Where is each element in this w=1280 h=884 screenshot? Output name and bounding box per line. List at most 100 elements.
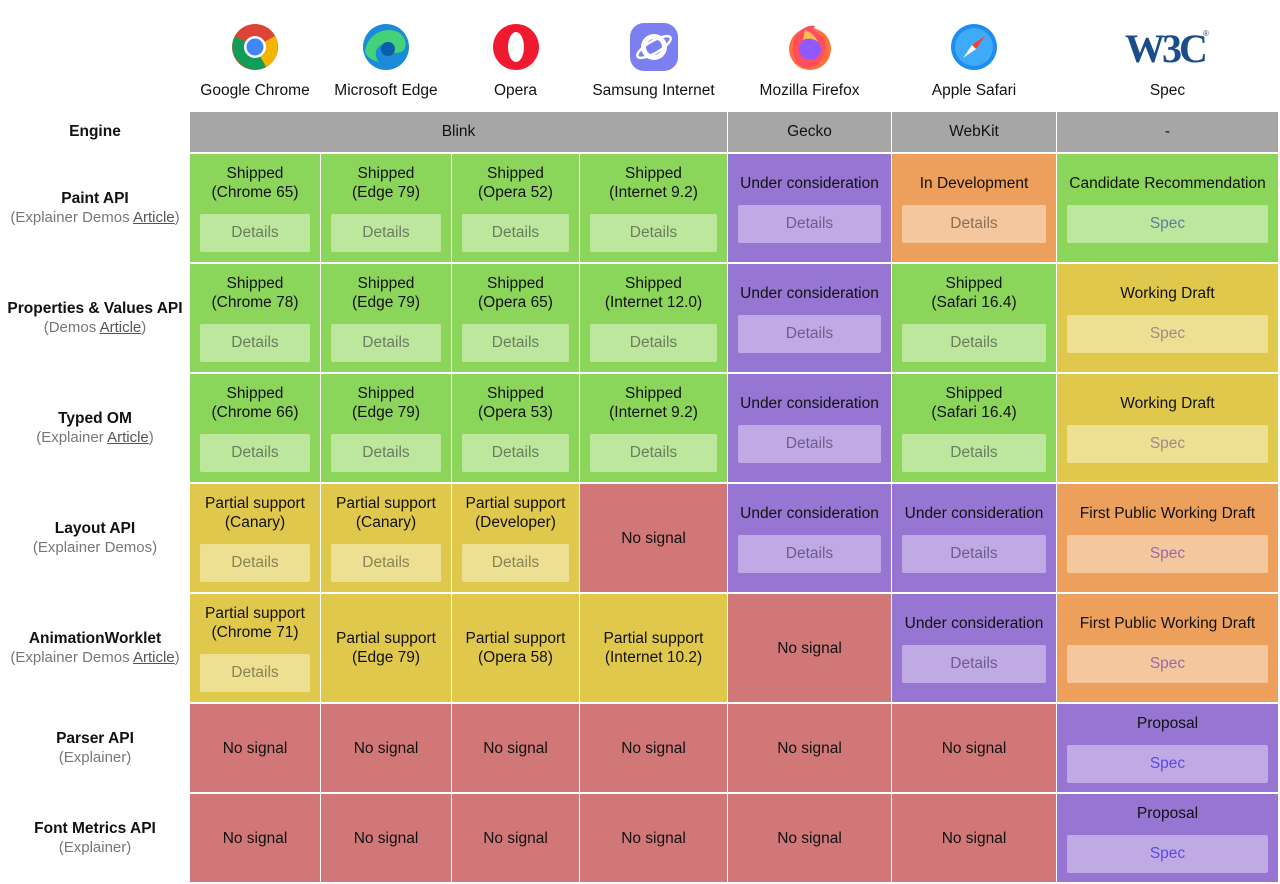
details-button[interactable]: Details bbox=[902, 434, 1046, 472]
browser-header-samsung-internet: Samsung Internet bbox=[580, 0, 727, 112]
explainer-link[interactable]: Explainer bbox=[41, 429, 104, 446]
status-text: Shipped (Internet 9.2) bbox=[609, 165, 698, 201]
details-button[interactable]: Details bbox=[738, 424, 881, 463]
spec-button[interactable]: Spec bbox=[1067, 314, 1268, 353]
demos-link[interactable]: Demos bbox=[82, 649, 130, 666]
explainer-link[interactable]: Explainer bbox=[15, 649, 78, 666]
details-button[interactable]: Details bbox=[902, 324, 1046, 362]
status-cell: First Public Working Draft Spec bbox=[1057, 594, 1278, 702]
details-button[interactable]: Details bbox=[200, 434, 310, 472]
details-button[interactable]: Details bbox=[462, 544, 569, 582]
feature-links: (Explainer) bbox=[58, 839, 132, 856]
details-button[interactable]: Details bbox=[331, 214, 441, 252]
status-text: Partial support (Edge 79) bbox=[336, 630, 436, 666]
explainer-link[interactable]: Explainer bbox=[37, 539, 101, 556]
explainer-link[interactable]: Explainer bbox=[63, 749, 127, 766]
status-text: Shipped (Internet 9.2) bbox=[609, 385, 698, 421]
browser-header-apple-safari: Apple Safari bbox=[892, 0, 1056, 112]
status-text: Shipped (Safari 16.4) bbox=[931, 385, 1017, 421]
demos-link[interactable]: Demos bbox=[104, 539, 153, 556]
article-link[interactable]: Article bbox=[107, 429, 149, 446]
details-button[interactable]: Details bbox=[462, 324, 569, 362]
article-link[interactable]: Article bbox=[132, 649, 175, 666]
feature-label-layout-api: Layout API (Explainer Demos) bbox=[0, 484, 190, 592]
status-cell: Shipped (Chrome 78) Details bbox=[190, 264, 320, 372]
status-cell: No signal bbox=[452, 794, 579, 882]
demos-link[interactable]: Demos bbox=[82, 209, 130, 226]
status-text: Shipped (Opera 65) bbox=[478, 275, 553, 311]
details-button[interactable]: Details bbox=[590, 434, 717, 472]
details-button[interactable]: Details bbox=[590, 214, 717, 252]
spec-button[interactable]: Spec bbox=[1067, 644, 1268, 683]
details-button[interactable]: Details bbox=[200, 324, 310, 362]
firefox-icon bbox=[785, 22, 835, 72]
feature-name: Typed OM bbox=[58, 410, 132, 427]
status-cell: Under consideration Details bbox=[728, 484, 891, 592]
article-link[interactable]: Article bbox=[132, 209, 175, 226]
status-text: First Public Working Draft bbox=[1079, 614, 1256, 632]
feature-label-paint-api: Paint API (Explainer Demos Article) bbox=[0, 154, 190, 262]
status-text: Shipped (Opera 53) bbox=[478, 385, 553, 421]
details-button[interactable]: Details bbox=[200, 214, 310, 252]
details-button[interactable]: Details bbox=[738, 534, 881, 573]
status-cell: Shipped (Opera 53) Details bbox=[452, 374, 579, 482]
spec-button[interactable]: Spec bbox=[1067, 744, 1268, 783]
status-cell: No signal bbox=[321, 704, 451, 792]
details-button[interactable]: Details bbox=[200, 654, 310, 692]
explainer-link[interactable]: Explainer bbox=[63, 839, 127, 856]
samsung-internet-icon bbox=[629, 22, 679, 72]
status-cell: Partial support (Edge 79) bbox=[321, 594, 451, 702]
browser-name: Microsoft Edge bbox=[334, 82, 438, 99]
status-cell: Shipped (Safari 16.4) Details bbox=[892, 264, 1056, 372]
status-text: Partial support (Opera 58) bbox=[465, 630, 566, 666]
status-cell: Shipped (Internet 9.2) Details bbox=[580, 154, 727, 262]
status-cell: Under consideration Details bbox=[728, 374, 891, 482]
engine-spec: - bbox=[1057, 112, 1278, 152]
status-text: No signal bbox=[353, 739, 419, 757]
demos-link[interactable]: Demos bbox=[48, 319, 97, 336]
details-button[interactable]: Details bbox=[738, 204, 881, 243]
status-cell: No signal bbox=[728, 794, 891, 882]
browser-name: Google Chrome bbox=[200, 82, 310, 99]
details-button[interactable]: Details bbox=[331, 324, 441, 362]
browser-name: Spec bbox=[1149, 82, 1186, 99]
spec-button[interactable]: Spec bbox=[1067, 204, 1268, 243]
article-link[interactable]: Article bbox=[99, 319, 142, 336]
details-button[interactable]: Details bbox=[902, 644, 1046, 683]
details-button[interactable]: Details bbox=[902, 204, 1046, 243]
status-cell: Partial support (Chrome 71) Details bbox=[190, 594, 320, 702]
safari-icon bbox=[949, 22, 999, 72]
status-text: No signal bbox=[777, 829, 842, 847]
status-cell: No signal bbox=[580, 794, 727, 882]
engine-webkit: WebKit bbox=[892, 112, 1056, 152]
status-cell: Working Draft Spec bbox=[1057, 264, 1278, 372]
status-cell: Shipped (Edge 79) Details bbox=[321, 374, 451, 482]
details-button[interactable]: Details bbox=[738, 314, 881, 353]
details-button[interactable]: Details bbox=[200, 544, 310, 582]
status-text: Under consideration bbox=[740, 504, 879, 522]
status-cell: Shipped (Edge 79) Details bbox=[321, 264, 451, 372]
details-button[interactable]: Details bbox=[331, 434, 441, 472]
details-button[interactable]: Details bbox=[902, 534, 1046, 573]
spec-button[interactable]: Spec bbox=[1067, 424, 1268, 463]
feature-label-font-metrics-api: Font Metrics API (Explainer) bbox=[0, 794, 190, 882]
status-cell: No signal bbox=[892, 704, 1056, 792]
details-button[interactable]: Details bbox=[462, 434, 569, 472]
details-button[interactable]: Details bbox=[331, 544, 441, 582]
browser-name: Apple Safari bbox=[931, 82, 1017, 99]
status-text: Proposal bbox=[1136, 804, 1199, 822]
w3c-logo-icon: W3C ® bbox=[1123, 22, 1213, 72]
spec-button[interactable]: Spec bbox=[1067, 534, 1268, 573]
status-cell: Shipped (Edge 79) Details bbox=[321, 154, 451, 262]
feature-name: Font Metrics API bbox=[34, 820, 156, 837]
engine-row-label: Engine bbox=[69, 123, 121, 140]
feature-links: (Explainer Demos) bbox=[32, 539, 158, 556]
details-button[interactable]: Details bbox=[590, 324, 717, 362]
status-text: No signal bbox=[222, 739, 288, 757]
details-button[interactable]: Details bbox=[462, 214, 569, 252]
spec-button[interactable]: Spec bbox=[1067, 834, 1268, 873]
explainer-link[interactable]: Explainer bbox=[15, 209, 78, 226]
status-text: No signal bbox=[483, 829, 548, 847]
status-text: Candidate Recommendation bbox=[1069, 174, 1266, 192]
status-text: No signal bbox=[941, 829, 1007, 847]
